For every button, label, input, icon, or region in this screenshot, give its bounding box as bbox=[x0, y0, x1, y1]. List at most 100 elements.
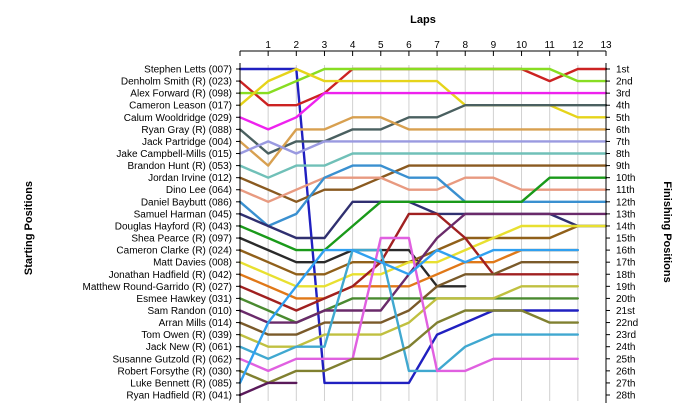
starting-label-3: Alex Forward (R) (098) bbox=[130, 89, 232, 100]
series-line-11 bbox=[238, 176, 608, 204]
starting-labels: Stephen Letts (007)Denholm Smith (R) (02… bbox=[83, 65, 233, 402]
series-layer bbox=[238, 67, 608, 397]
series-line-3 bbox=[238, 67, 608, 95]
series-line-14 bbox=[238, 176, 608, 252]
x-tick-label-10: 10 bbox=[516, 40, 528, 51]
finishing-label-9th: 9th bbox=[616, 161, 630, 172]
starting-label-24: Jack New (R) (061) bbox=[146, 342, 232, 353]
series-line-27 bbox=[238, 248, 579, 385]
starting-label-12: Daniel Baybutt (086) bbox=[141, 197, 232, 208]
finishing-label-22nd: 22nd bbox=[616, 318, 638, 329]
finishing-label-3rd: 3rd bbox=[616, 89, 630, 100]
finishing-label-26th: 26th bbox=[616, 366, 635, 377]
finishing-label-14th: 14th bbox=[616, 221, 635, 232]
finishing-label-12th: 12th bbox=[616, 197, 635, 208]
x-tick-label-2: 2 bbox=[294, 40, 300, 51]
series-line-24 bbox=[238, 248, 579, 373]
starting-label-2: Denholm Smith (R) (023) bbox=[121, 77, 232, 88]
series-line-28 bbox=[238, 381, 298, 397]
starting-label-25: Susanne Gutzold (R) (062) bbox=[112, 354, 232, 365]
grid-layer bbox=[267, 65, 607, 401]
starting-label-13: Samuel Harman (045) bbox=[134, 209, 232, 220]
finishing-label-6th: 6th bbox=[616, 125, 630, 136]
series-line-25 bbox=[238, 236, 579, 373]
x-axis-title: Laps bbox=[410, 14, 436, 26]
finishing-label-4th: 4th bbox=[616, 101, 630, 112]
finishing-label-7th: 7th bbox=[616, 137, 630, 148]
starting-label-17: Matt Davies (008) bbox=[153, 258, 232, 269]
x-tick-label-3: 3 bbox=[322, 40, 328, 51]
finishing-label-24th: 24th bbox=[616, 342, 635, 353]
finishing-label-19th: 19th bbox=[616, 282, 635, 293]
series-line-9 bbox=[238, 152, 608, 179]
starting-label-23: Tom Owen (R) (039) bbox=[141, 330, 232, 341]
y-axis-title-right: Finishing Positions bbox=[661, 181, 673, 282]
finishing-label-21st: 21st bbox=[616, 306, 635, 317]
starting-label-10: Jordan Irvine (012) bbox=[148, 173, 232, 184]
x-tick-label-12: 12 bbox=[572, 40, 584, 51]
finishing-label-18th: 18th bbox=[616, 270, 635, 281]
starting-label-14: Douglas Hayford (R) (043) bbox=[115, 221, 232, 232]
finishing-label-15th: 15th bbox=[616, 234, 635, 245]
finishing-labels: 1st2nd3rd4th5th6th7th8th9th10th11th12th1… bbox=[616, 65, 638, 402]
starting-label-1: Stephen Letts (007) bbox=[144, 65, 232, 76]
starting-label-20: Esmee Hawkey (031) bbox=[136, 294, 232, 305]
starting-label-15: Shea Pearce (R) (097) bbox=[131, 234, 232, 245]
series-line-8 bbox=[238, 140, 608, 155]
starting-label-8: Jake Campbell-Mills (015) bbox=[116, 149, 232, 160]
starting-label-7: Jack Partridge (004) bbox=[142, 137, 232, 148]
series-line-6 bbox=[238, 103, 608, 155]
starting-label-11: Dino Lee (064) bbox=[166, 185, 232, 196]
finishing-label-2nd: 2nd bbox=[616, 77, 633, 88]
x-tick-label-5: 5 bbox=[378, 40, 384, 51]
starting-label-16: Cameron Clarke (R) (024) bbox=[116, 246, 232, 257]
starting-label-22: Arran Mills (014) bbox=[159, 318, 232, 329]
finishing-label-8th: 8th bbox=[616, 149, 630, 160]
finishing-label-1st: 1st bbox=[616, 65, 630, 76]
x-tick-label-6: 6 bbox=[406, 40, 412, 51]
starting-label-5: Calum Wooldridge (029) bbox=[124, 113, 232, 124]
x-tick-label-11: 11 bbox=[544, 40, 555, 51]
series-line-10 bbox=[238, 164, 608, 204]
x-tick-label-7: 7 bbox=[434, 40, 440, 51]
x-tick-label-4: 4 bbox=[350, 40, 356, 51]
starting-label-19: Matthew Round-Garrido (R) (027) bbox=[83, 282, 233, 293]
series-line-7 bbox=[238, 116, 608, 167]
x-tick-label-1: 1 bbox=[265, 40, 271, 51]
finishing-label-25th: 25th bbox=[616, 354, 635, 365]
x-tick-label-9: 9 bbox=[491, 40, 497, 51]
finishing-label-17th: 17th bbox=[616, 258, 635, 269]
series-line-13 bbox=[238, 200, 608, 240]
starting-label-4: Cameron Leason (017) bbox=[129, 101, 232, 112]
starting-label-18: Jonathan Hadfield (R) (042) bbox=[109, 270, 232, 281]
series-line-21 bbox=[238, 212, 608, 324]
finishing-label-28th: 28th bbox=[616, 391, 635, 402]
starting-label-21: Sam Randon (010) bbox=[148, 306, 233, 317]
finishing-label-23rd: 23rd bbox=[616, 330, 636, 341]
series-line-2 bbox=[238, 67, 608, 107]
x-tick-labels: 1 2 3 4 5 6 7 8 9 10 11 12 13 bbox=[265, 40, 612, 51]
series-line-19 bbox=[238, 212, 579, 312]
series-line-22 bbox=[238, 261, 579, 336]
x-tick-label-8: 8 bbox=[462, 40, 468, 51]
starting-label-28: Ryan Hadfield (R) (041) bbox=[126, 391, 232, 402]
series-line-12 bbox=[238, 164, 608, 228]
series-line-5 bbox=[238, 91, 608, 131]
finishing-label-5th: 5th bbox=[616, 113, 630, 124]
starting-label-27: Luke Bennett (R) (085) bbox=[130, 378, 232, 389]
finishing-label-11th: 11th bbox=[616, 185, 635, 196]
y-axis-title-left: Starting Positions bbox=[23, 181, 35, 275]
finishing-label-10th: 10th bbox=[616, 173, 635, 184]
finishing-label-16th: 16th bbox=[616, 246, 635, 257]
finishing-label-20th: 20th bbox=[616, 294, 635, 305]
x-tick-label-13: 13 bbox=[600, 40, 612, 51]
finishing-label-13th: 13th bbox=[616, 209, 635, 220]
starting-label-9: Brandon Hunt (R) (053) bbox=[128, 161, 233, 172]
starting-label-26: Robert Forsythe (R) (030) bbox=[118, 366, 232, 377]
axis-layer bbox=[236, 50, 610, 403]
series-line-26 bbox=[238, 309, 579, 385]
starting-label-6: Ryan Gray (R) (088) bbox=[141, 125, 232, 136]
finishing-label-27th: 27th bbox=[616, 378, 635, 389]
